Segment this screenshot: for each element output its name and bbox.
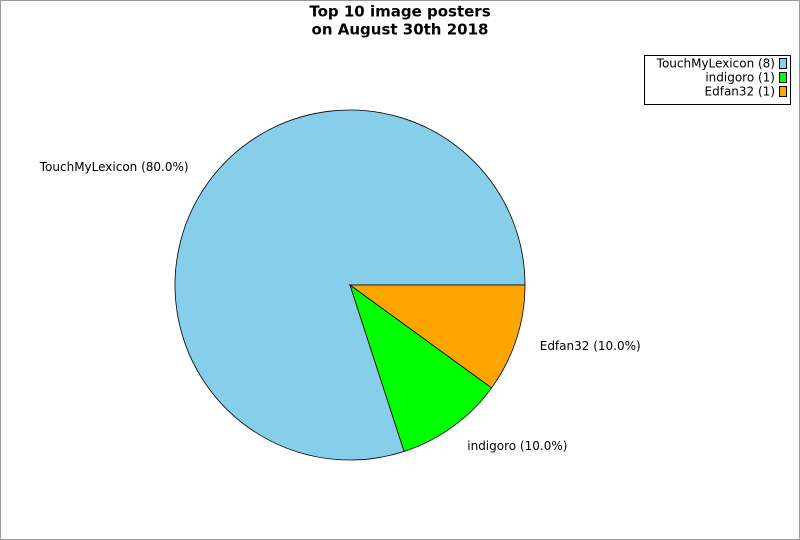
slice-label: Edfan32 (10.0%) <box>540 339 641 353</box>
chart-title: on August 30th 2018 <box>312 21 489 39</box>
legend-label: indigoro (1) <box>705 71 775 85</box>
legend-label: TouchMyLexicon (8) <box>656 57 775 71</box>
chart-title: Top 10 image posters <box>309 3 490 21</box>
legend-swatch <box>779 86 787 97</box>
legend-swatch <box>779 58 787 69</box>
slice-label: indigoro (10.0%) <box>467 439 567 453</box>
pie-slice <box>349 283 493 452</box>
legend-label: Edfan32 (1) <box>705 85 775 99</box>
slice-label: TouchMyLexicon (80.0%) <box>39 160 189 174</box>
legend-box <box>644 55 791 105</box>
pie-slice <box>348 284 526 389</box>
legend-swatch <box>779 72 787 83</box>
